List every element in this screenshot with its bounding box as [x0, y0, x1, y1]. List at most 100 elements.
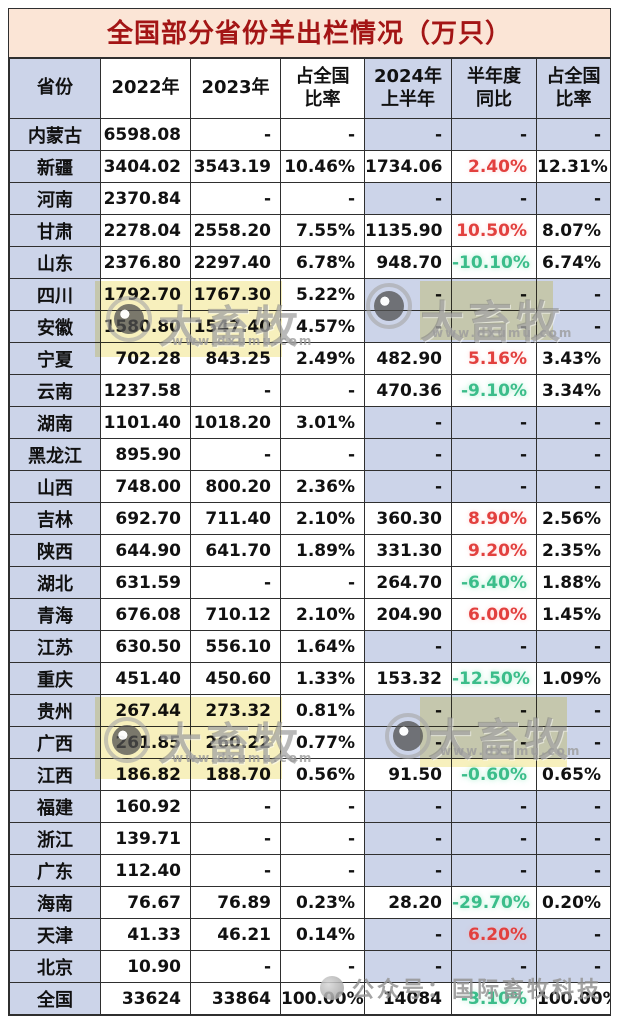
cell-province: 甘肃 — [9, 214, 101, 247]
cell-share2023: 0.23% — [280, 886, 365, 919]
cell-y2023: 710.12 — [190, 598, 281, 631]
cell-y2023: - — [190, 374, 281, 407]
col-header-share-2023: 占全国 比率 — [280, 58, 365, 119]
cell-share2023: - — [280, 566, 365, 599]
table-row: 湖北 631.59- -264.70 -6.40% 1.88% — [9, 566, 611, 599]
cell-share2023: - — [280, 854, 365, 887]
table-row: 云南 1237.58- -470.36 -9.10% 3.34% — [9, 374, 611, 407]
cell-h1_2024: - — [364, 854, 452, 887]
cell-h1_2024: - — [364, 822, 452, 855]
table-row: 福建 160.92- - - - - — [9, 790, 611, 823]
cell-h1_2024: 1734.06 — [364, 150, 452, 183]
cell-share2024: 100.00% — [536, 982, 611, 1015]
cell-yoy: -10.10% — [451, 246, 537, 279]
cell-share2024: - — [536, 950, 611, 983]
cell-yoy: - — [451, 854, 537, 887]
cell-y2022: 2376.80 — [100, 246, 191, 279]
cell-share2023: - — [280, 950, 365, 983]
table-row: 内蒙古 6598.08- - - - - — [9, 118, 611, 151]
cell-province: 江苏 — [9, 630, 101, 663]
cell-share2024: 2.35% — [536, 534, 611, 567]
cell-share2023: 1.64% — [280, 630, 365, 663]
cell-yoy: -3.10% — [451, 982, 537, 1015]
cell-share2024: - — [536, 918, 611, 951]
cell-share2023: 4.57% — [280, 310, 365, 343]
cell-share2024: - — [536, 630, 611, 663]
cell-province: 天津 — [9, 918, 101, 951]
cell-y2022: 692.70 — [100, 502, 191, 535]
cell-yoy: - — [451, 470, 537, 503]
cell-yoy: 6.20% — [451, 918, 537, 951]
cell-province: 青海 — [9, 598, 101, 631]
cell-y2023: 1018.20 — [190, 406, 281, 439]
table-row: 北京 10.90- - - - - — [9, 950, 611, 983]
table-body: 内蒙古 6598.08- - - - - 新疆 3404.02 3543.19 10.46% 173… — [9, 118, 611, 1015]
cell-h1_2024: - — [364, 118, 452, 151]
cell-yoy: -12.50% — [451, 662, 537, 695]
cell-h1_2024: - — [364, 918, 452, 951]
cell-province: 北京 — [9, 950, 101, 983]
cell-y2023: - — [190, 566, 281, 599]
cell-share2024: 3.34% — [536, 374, 611, 407]
cell-share2023: - — [280, 438, 365, 471]
cell-yoy: -6.40% — [451, 566, 537, 599]
table-row: 吉林 692.70 711.40 2.10% 360.30 8.90% 2.56% — [9, 502, 611, 535]
col-header-2022: 2022年 — [100, 58, 191, 119]
cell-y2023: 711.40 — [190, 502, 281, 535]
cell-province: 黑龙江 — [9, 438, 101, 471]
cell-share2023: 1.89% — [280, 534, 365, 567]
cell-y2022: 112.40 — [100, 854, 191, 887]
cell-share2023: 2.10% — [280, 502, 365, 535]
brand-logo-icon — [366, 283, 412, 329]
cell-share2024: - — [536, 438, 611, 471]
cell-share2023: - — [280, 182, 365, 215]
cell-share2024: 0.20% — [536, 886, 611, 919]
cell-share2023: 0.14% — [280, 918, 365, 951]
cell-share2023: 10.46% — [280, 150, 365, 183]
cell-province: 河南 — [9, 182, 101, 215]
cell-share2023: 0.56% — [280, 758, 365, 791]
cell-h1_2024: 264.70 — [364, 566, 452, 599]
cell-share2023: 6.78% — [280, 246, 365, 279]
cell-y2022: 1237.58 — [100, 374, 191, 407]
watermark-brand-text: 大畜牧 — [420, 297, 564, 348]
cell-y2022: 33624 — [100, 982, 191, 1015]
cell-y2022: 10.90 — [100, 950, 191, 983]
report-table-card: 全国部分省份羊出栏情况（万只） 省份 2022年 2023年 占全国 比率 20… — [8, 8, 611, 1016]
cell-h1_2024: 470.36 — [364, 374, 452, 407]
cell-yoy: - — [451, 406, 537, 439]
cell-y2023: 46.21 — [190, 918, 281, 951]
cell-yoy: -9.10% — [451, 374, 537, 407]
table-row: 天津 41.33 46.21 0.14% -6.20% - — [9, 918, 611, 951]
cell-share2023: - — [280, 118, 365, 151]
page-title: 全国部分省份羊出栏情况（万只） — [9, 9, 610, 58]
table-row: 重庆 451.40 450.60 1.33% 153.32 -12.50% 1.09% — [9, 662, 611, 695]
cell-h1_2024: 948.70 — [364, 246, 452, 279]
cell-share2023: - — [280, 374, 365, 407]
cell-province: 福建 — [9, 790, 101, 823]
table-row: 青海 676.08 710.12 2.10% 204.90 6.00% 1.45% — [9, 598, 611, 631]
col-header-share-2024: 占全国 比率 — [536, 58, 611, 119]
cell-share2024: 12.31% — [536, 150, 611, 183]
cell-h1_2024: - — [364, 470, 452, 503]
cell-share2024: 2.56% — [536, 502, 611, 535]
cell-share2024: - — [536, 822, 611, 855]
cell-y2023: 641.70 — [190, 534, 281, 567]
table-row: 山东 2376.80 2297.40 6.78% 948.70 -10.10% 6.74% — [9, 246, 611, 279]
cell-h1_2024: 204.90 — [364, 598, 452, 631]
cell-yoy: 10.50% — [451, 214, 537, 247]
cell-share2023: 2.10% — [280, 598, 365, 631]
cell-y2022: 1101.40 — [100, 406, 191, 439]
cell-province: 山东 — [9, 246, 101, 279]
cell-y2022: 3404.02 — [100, 150, 191, 183]
cell-share2024: - — [536, 118, 611, 151]
cell-share2023: 1.33% — [280, 662, 365, 695]
cell-share2023: - — [280, 790, 365, 823]
cell-y2023: 556.10 — [190, 630, 281, 663]
cell-share2024: - — [536, 790, 611, 823]
cell-h1_2024: 28.20 — [364, 886, 452, 919]
cell-h1_2024: 482.90 — [364, 342, 452, 375]
cell-share2024: 1.45% — [536, 598, 611, 631]
brand-logo-icon — [106, 296, 152, 342]
cell-h1_2024: - — [364, 630, 452, 663]
